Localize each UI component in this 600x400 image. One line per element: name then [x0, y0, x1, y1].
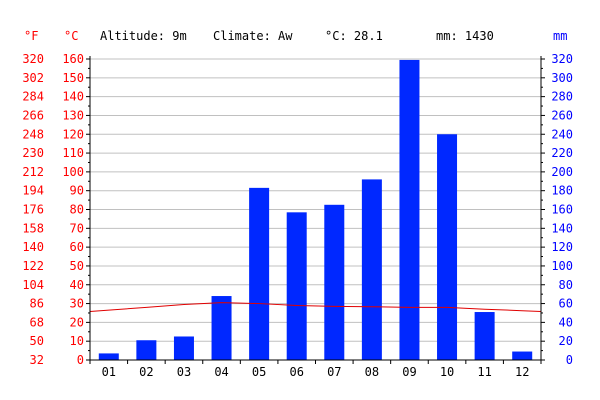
mm-tick-label: 20 [559, 334, 573, 348]
fahrenheit-tick-label: 248 [22, 127, 44, 141]
temperature-label: °C: 28.1 [325, 29, 383, 43]
fahrenheit-tick-label: 122 [22, 259, 44, 273]
fahrenheit-tick-label: 302 [22, 71, 44, 85]
grid [90, 58, 541, 361]
mm-tick-label: 0 [566, 353, 573, 367]
fahrenheit-tick-label: 176 [22, 203, 44, 217]
fahrenheit-tick-label: 320 [22, 52, 44, 66]
precip-bar [249, 187, 270, 360]
mm-tick-label: 280 [551, 90, 573, 104]
month-label: 01 [102, 365, 116, 379]
precip-bar [173, 336, 194, 360]
celsius-tick-label: 160 [62, 52, 84, 66]
precip-bar [399, 59, 420, 361]
temperature-line-group [89, 302, 542, 313]
precip-bar [98, 353, 119, 360]
mm-tick-label: 40 [559, 315, 573, 329]
celsius-tick-label: 90 [70, 184, 84, 198]
mm-tick-label: 200 [551, 165, 573, 179]
precipitation-bars [98, 59, 533, 361]
month-label: 11 [477, 365, 491, 379]
mm-tick-label: 120 [551, 240, 573, 254]
fahrenheit-tick-label: 86 [30, 297, 44, 311]
fahrenheit-tick-label: 50 [30, 334, 44, 348]
celsius-tick-label: 60 [70, 240, 84, 254]
mm-unit-label: mm [553, 29, 567, 43]
mm-tick-label: 140 [551, 221, 573, 235]
month-label: 03 [177, 365, 191, 379]
mm-tick-label: 160 [551, 203, 573, 217]
precip-bar [286, 212, 307, 360]
precip-bar [361, 179, 382, 360]
fahrenheit-tick-label: 230 [22, 146, 44, 160]
month-label: 09 [402, 365, 416, 379]
mm-tick-label: 60 [559, 297, 573, 311]
precipitation-label: mm: 1430 [436, 29, 494, 43]
precip-bar [211, 296, 232, 360]
month-label: 04 [214, 365, 228, 379]
fahrenheit-tick-label: 212 [22, 165, 44, 179]
mm-tick-label: 240 [551, 127, 573, 141]
month-label: 12 [515, 365, 529, 379]
mm-tick-label: 180 [551, 184, 573, 198]
fahrenheit-unit-label: °F [24, 29, 38, 43]
fahrenheit-tick-label: 32 [30, 353, 44, 367]
celsius-tick-label: 140 [62, 90, 84, 104]
mm-tick-label: 300 [551, 71, 573, 85]
precip-bar [136, 340, 157, 360]
month-label: 08 [365, 365, 379, 379]
month-label: 05 [252, 365, 266, 379]
mm-tick-label: 320 [551, 52, 573, 66]
celsius-tick-label: 20 [70, 315, 84, 329]
fahrenheit-tick-label: 158 [22, 221, 44, 235]
celsius-tick-label: 40 [70, 278, 84, 292]
celsius-tick-label: 50 [70, 259, 84, 273]
mm-tick-label: 260 [551, 108, 573, 122]
fahrenheit-tick-label: 68 [30, 315, 44, 329]
month-label: 10 [440, 365, 454, 379]
mm-tick-label: 100 [551, 259, 573, 273]
celsius-tick-label: 30 [70, 297, 84, 311]
fahrenheit-tick-label: 266 [22, 108, 44, 122]
celsius-unit-label: °C [64, 29, 78, 43]
precip-bar [437, 134, 458, 360]
mm-tick-label: 220 [551, 146, 573, 160]
celsius-tick-label: 80 [70, 203, 84, 217]
precip-bar [474, 312, 495, 360]
celsius-tick-label: 10 [70, 334, 84, 348]
fahrenheit-tick-label: 194 [22, 184, 44, 198]
fahrenheit-tick-label: 104 [22, 278, 44, 292]
mm-tick-label: 80 [559, 278, 573, 292]
climate-label: Climate: Aw [213, 29, 293, 43]
fahrenheit-tick-label: 140 [22, 240, 44, 254]
altitude-label: Altitude: 9m [100, 29, 187, 43]
temperature-line [89, 302, 542, 313]
celsius-tick-label: 100 [62, 165, 84, 179]
month-label: 07 [327, 365, 341, 379]
celsius-tick-label: 130 [62, 108, 84, 122]
month-label: 06 [289, 365, 303, 379]
celsius-tick-label: 0 [77, 353, 84, 367]
celsius-tick-label: 110 [62, 146, 84, 160]
celsius-tick-label: 150 [62, 71, 84, 85]
month-label: 02 [139, 365, 153, 379]
precip-bar [512, 351, 533, 360]
precip-bar [324, 204, 345, 360]
fahrenheit-tick-label: 284 [22, 90, 44, 104]
celsius-tick-label: 120 [62, 127, 84, 141]
axes [86, 56, 545, 364]
celsius-tick-label: 70 [70, 221, 84, 235]
